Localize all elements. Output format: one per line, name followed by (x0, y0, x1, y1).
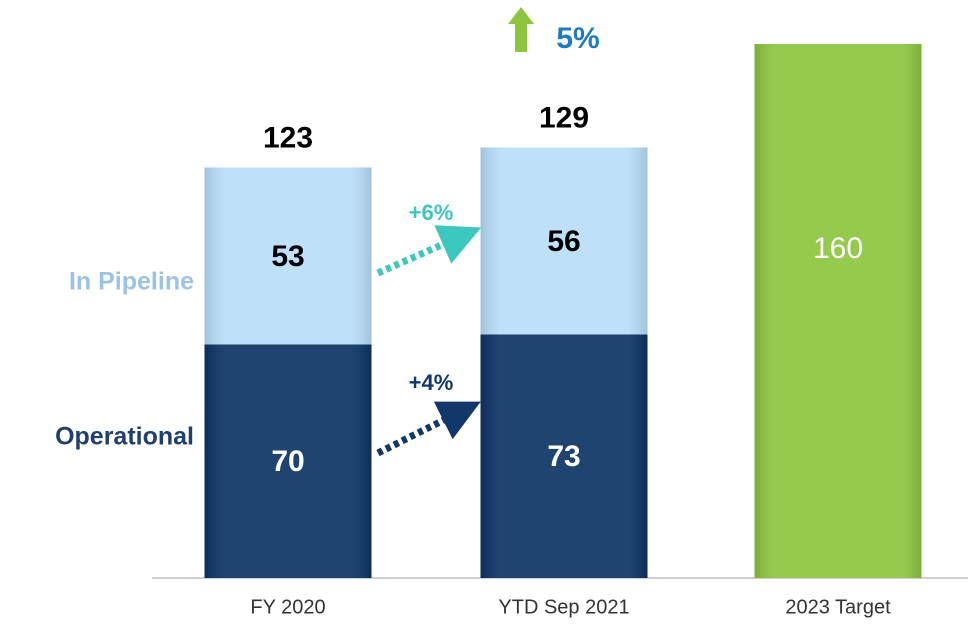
up-arrow (508, 7, 534, 52)
bar-bevel (480, 147, 648, 335)
bar-bevel (754, 44, 922, 578)
value-label: 56 (547, 225, 580, 258)
total-label: 129 (539, 101, 589, 134)
value-label: 70 (271, 445, 304, 478)
x-tick-label: 2023 Target (785, 596, 891, 618)
value-label: 73 (547, 440, 580, 473)
bar-bevel (204, 344, 372, 578)
bar-bevel (480, 334, 648, 578)
growth-arrow (376, 401, 481, 457)
series-label: Operational (55, 423, 194, 451)
x-tick-label: YTD Sep 2021 (498, 596, 629, 618)
annotation: +6% (409, 200, 454, 225)
total-label: 123 (263, 121, 313, 154)
value-label: 160 (813, 232, 863, 265)
growth-arrow (376, 225, 482, 277)
annotation: +4% (409, 370, 454, 395)
bar-bevel (204, 167, 372, 345)
x-tick-label: FY 2020 (250, 596, 325, 618)
series-label: In Pipeline (69, 268, 194, 296)
annotation: 5% (556, 22, 599, 55)
value-label: 53 (271, 240, 304, 273)
